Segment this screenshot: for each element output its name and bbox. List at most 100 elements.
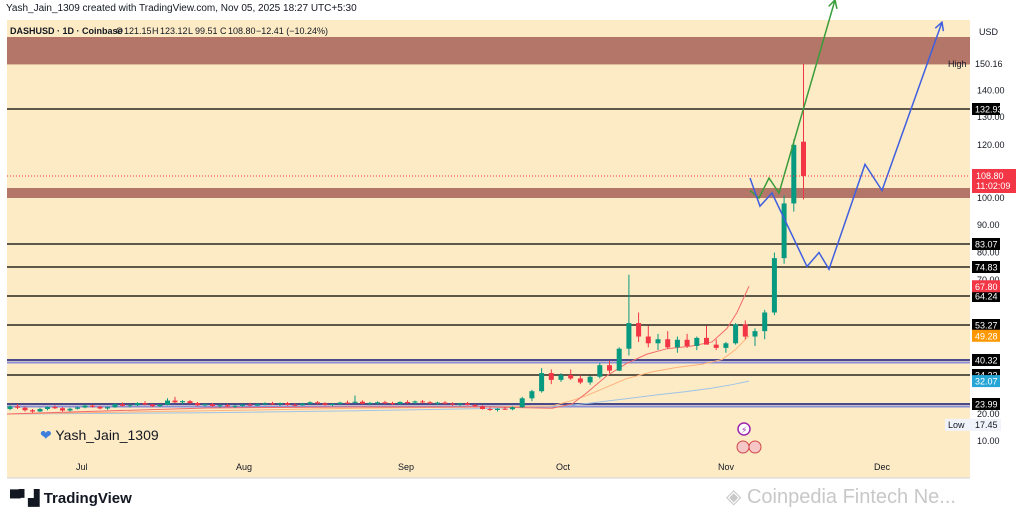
level-badge-53.27: [972, 319, 1000, 331]
candle-body: [262, 403, 268, 405]
ma-blue-badge: [972, 375, 1000, 388]
candle-body: [510, 407, 515, 410]
candle-body: [240, 404, 245, 406]
candle-body: [723, 343, 729, 348]
chart-header: Yash_Jain_1309 created with TradingView.…: [6, 3, 357, 14]
event-lightning-icon[interactable]: [737, 422, 751, 436]
event-lightning-glyph: ⚡: [741, 425, 747, 435]
candle-body: [405, 401, 410, 403]
candle-body: [7, 406, 13, 409]
candle-body: [82, 405, 88, 408]
candle-body: [472, 404, 478, 407]
ma-red-badge-text: 67.80: [975, 282, 998, 292]
level-badge-text-53.27: 53.27: [975, 321, 998, 331]
candle-body: [90, 405, 95, 407]
forecast-paths: [749, 0, 945, 272]
candle-body: [127, 405, 133, 407]
forecast-blue-path: [749, 21, 943, 272]
event-flag-icon-1[interactable]: [736, 440, 750, 454]
countdown-text: 11:02:09: [976, 181, 1010, 191]
candle-body: [480, 406, 485, 409]
candle-body: [539, 373, 545, 392]
candle-body: [420, 401, 425, 403]
candle-body: [105, 407, 110, 409]
y-tick-120: 120.00: [977, 140, 1005, 150]
currency-label: USD: [979, 27, 999, 37]
candle-body: [37, 408, 43, 412]
ohlc-c-label: C: [220, 26, 227, 36]
candle-body: [801, 141, 806, 176]
candle-body: [791, 144, 797, 204]
price-badges: 132.9383.0774.8364.2453.2740.3234.2223.9…: [945, 59, 1016, 431]
low-label: Low: [948, 420, 965, 430]
ohlc-readout: O 121.15 H 123.12 L 99.51 C 108.80 −12.4…: [116, 26, 328, 36]
ohlc-c-value: 108.80: [228, 26, 256, 36]
level-badge-text-74.83: 74.83: [975, 263, 998, 273]
candle-body: [752, 331, 758, 337]
level-badge-40.32: [972, 354, 1000, 366]
candle-body: [142, 403, 148, 405]
ma-red-badge: [972, 280, 1000, 293]
created-by-text: Yash_Jain_1309 created with TradingView.…: [6, 3, 357, 14]
level-badge-64.24: [972, 290, 1000, 302]
candle-body: [435, 402, 440, 404]
candle-body: [277, 403, 283, 405]
candle-body: [367, 402, 373, 404]
candle-body: [645, 336, 651, 344]
candle-body: [568, 375, 574, 379]
candle-body: [558, 375, 564, 380]
candle-body: [270, 403, 275, 405]
candle-body: [285, 403, 290, 405]
ohlc-h-label: H: [152, 26, 159, 36]
high-label: High: [948, 59, 967, 69]
ma-orange-badge-text: 49.28: [975, 331, 998, 341]
level-badge-text-23.99: 23.99: [975, 400, 998, 410]
candle-body: [412, 401, 418, 403]
level-badge-132.93: [972, 103, 1000, 115]
forecast-green-arrowhead: [828, 0, 838, 9]
tradingview-logo[interactable]: ▀▘▟ TradingView: [10, 489, 132, 507]
candle-body: [52, 406, 58, 409]
candle-body: [150, 404, 155, 407]
candle-body: [450, 403, 455, 405]
candle-body: [607, 365, 612, 371]
candle-body: [112, 404, 118, 408]
tradingview-logo-text: TradingView: [43, 490, 132, 507]
candle-body: [502, 408, 508, 410]
ma-red-line: [6, 286, 750, 415]
candle-body: [577, 378, 583, 383]
candle-body: [636, 323, 642, 337]
candle-body: [655, 339, 661, 344]
candle-body: [674, 339, 680, 348]
level-badge-83.07: [972, 238, 1000, 250]
candle-body: [771, 258, 777, 313]
candle-body: [22, 407, 28, 411]
level-badge-23.99: [972, 398, 1000, 410]
zone-1: [7, 37, 970, 65]
ohlc-o-value: 121.15: [124, 26, 152, 36]
candle-body: [210, 404, 215, 406]
level-badge-74.83: [972, 261, 1000, 273]
candle-body: [165, 400, 170, 405]
candle-body: [60, 408, 65, 411]
candle-body: [529, 391, 535, 399]
candle-body: [733, 324, 739, 344]
level-badge-text-132.93: 132.93: [975, 105, 1003, 115]
last-price-badge: [972, 169, 1016, 193]
event-flag-icon-2[interactable]: [748, 440, 762, 454]
candle-body: [457, 403, 463, 405]
y-tick-10: 10.00: [977, 436, 1000, 446]
candle-body: [255, 404, 260, 406]
candle-body: [713, 344, 719, 348]
zone-2: [7, 188, 970, 198]
low-value: 17.45: [975, 420, 998, 430]
x-tick-sep: Sep: [398, 462, 414, 472]
candle-body: [495, 408, 500, 410]
candle-body: [352, 401, 358, 403]
supply-demand-zones: [7, 37, 970, 198]
candle-body: [195, 403, 200, 406]
candle-body: [45, 406, 50, 409]
candle-body: [300, 403, 305, 406]
candle-body: [307, 402, 313, 404]
